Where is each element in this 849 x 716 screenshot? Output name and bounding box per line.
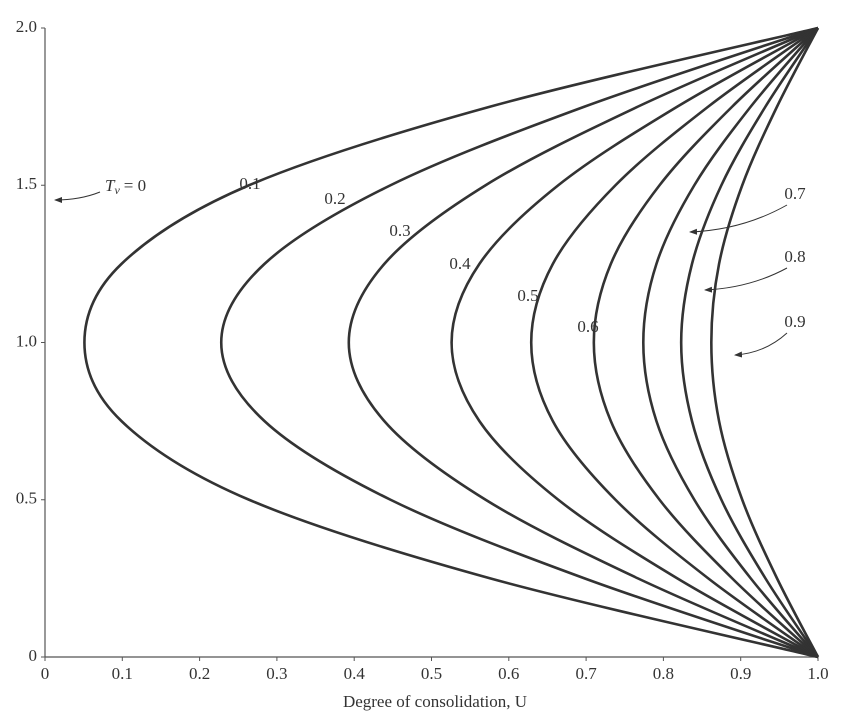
y-tick-label: 0.5 — [16, 489, 37, 508]
series-label: 0.1 — [239, 174, 260, 193]
annotation-arrow — [55, 192, 100, 200]
x-tick-label: 0 — [41, 664, 50, 683]
isochrone — [221, 28, 818, 657]
x-tick-label: 0.9 — [730, 664, 751, 683]
x-tick-label: 1.0 — [807, 664, 828, 683]
series-label: 0.7 — [784, 184, 806, 203]
x-axis-label: Degree of consolidation, U — [343, 692, 527, 711]
x-tick-label: 0.6 — [498, 664, 519, 683]
series-label: 0.9 — [784, 312, 805, 331]
label-arrow — [735, 333, 787, 355]
series-label: 0.3 — [389, 221, 410, 240]
series-label: 0.4 — [449, 254, 471, 273]
series-label: 0.6 — [577, 317, 598, 336]
x-tick-label: 0.7 — [575, 664, 597, 683]
x-tick-label: 0.8 — [653, 664, 674, 683]
isochrone — [711, 28, 818, 657]
chart: Degree of consolidation, U Tv= 0 00.10.2… — [0, 0, 849, 716]
x-tick-label: 0.2 — [189, 664, 210, 683]
series-label: 0.2 — [324, 189, 345, 208]
isochrone — [681, 28, 818, 657]
y-tick-label: 0 — [29, 646, 38, 665]
y-tick-label: 2.0 — [16, 17, 37, 36]
isochrone — [349, 28, 818, 657]
annotation-part: v — [114, 183, 120, 197]
isochrone — [452, 28, 818, 657]
y-tick-label: 1.0 — [16, 331, 37, 350]
annotation-part: = 0 — [124, 176, 146, 195]
x-tick-label: 0.5 — [421, 664, 442, 683]
series-label: 0.8 — [784, 247, 805, 266]
isochrone — [594, 28, 818, 657]
annotation: Tv= 0 — [105, 176, 146, 197]
x-tick-label: 0.1 — [112, 664, 133, 683]
x-tick-label: 0.4 — [344, 664, 366, 683]
y-tick-label: 1.5 — [16, 174, 37, 193]
isochrone — [643, 28, 818, 657]
series-label: 0.5 — [517, 286, 538, 305]
x-tick-label: 0.3 — [266, 664, 287, 683]
